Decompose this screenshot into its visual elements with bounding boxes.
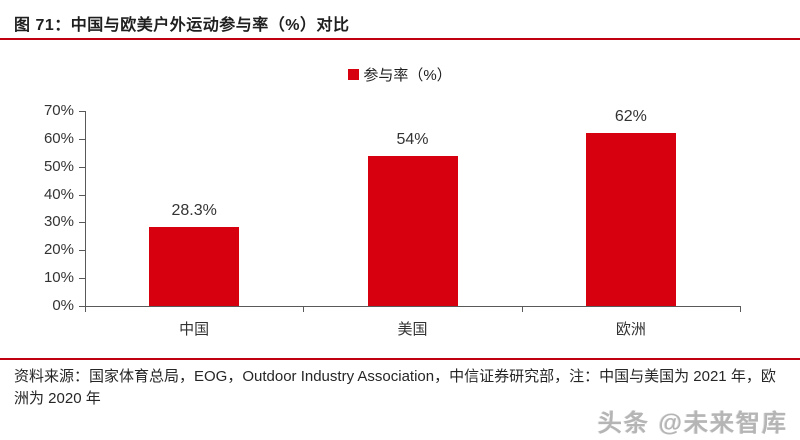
x-axis-category-label: 中国: [179, 321, 210, 338]
y-axis-tick-label: 0%: [52, 297, 74, 314]
legend-swatch-icon: [348, 68, 360, 80]
title-divider-line: [0, 38, 800, 40]
y-axis-tick-mark: [79, 278, 85, 280]
chart-legend: 参与率（%）: [0, 64, 800, 84]
y-axis-tick-mark: [79, 250, 85, 252]
y-axis-tick-label: 10%: [43, 269, 74, 287]
bar-欧洲: [585, 133, 676, 306]
y-axis-tick-label: 50%: [43, 157, 74, 175]
bar-chart: 0% 10% 20% 30% 40% 50% 60% 70% 28.3% 中国 54% 美国 62% 欧洲: [0, 96, 800, 346]
watermark: 头条 @未来智库: [597, 410, 788, 437]
y-axis-tick-mark: [79, 194, 85, 196]
y-axis-tick-mark: [79, 222, 85, 224]
y-axis-tick-mark: [79, 138, 85, 140]
x-axis-tick-mark: [740, 307, 741, 312]
bar-value-label: 28.3%: [171, 202, 217, 220]
figure-title: 图 71：中国与欧美户外运动参与率（%）对比: [14, 17, 350, 34]
y-axis-tick-label: 30%: [43, 213, 74, 231]
x-axis-line: [85, 306, 741, 307]
y-axis-line: [85, 111, 86, 306]
y-axis-tick-mark: [79, 111, 85, 112]
x-axis-category-label: 美国: [397, 321, 428, 338]
x-axis-tick-mark: [521, 307, 523, 312]
y-axis-tick-label: 60%: [43, 129, 74, 147]
source-note: 资料来源：国家体育总局，EOG，Outdoor Industry Associa…: [14, 368, 776, 407]
y-axis-tick-mark: [79, 166, 85, 168]
source-divider-line: [0, 358, 800, 360]
x-axis-tick-mark: [303, 307, 305, 312]
bar-中国: [149, 227, 240, 306]
bar-value-label: 54%: [396, 130, 429, 148]
bar-value-label: 62%: [614, 108, 647, 126]
y-axis-tick-label: 40%: [43, 185, 74, 203]
bar-美国: [367, 155, 458, 306]
x-axis-tick-mark: [85, 307, 86, 312]
y-axis-tick-mark: [79, 306, 85, 307]
y-axis-tick-label: 20%: [43, 241, 74, 259]
y-axis-tick-label: 70%: [43, 102, 74, 119]
legend-label: 参与率（%）: [363, 66, 452, 84]
x-axis-category-label: 欧洲: [615, 321, 646, 338]
